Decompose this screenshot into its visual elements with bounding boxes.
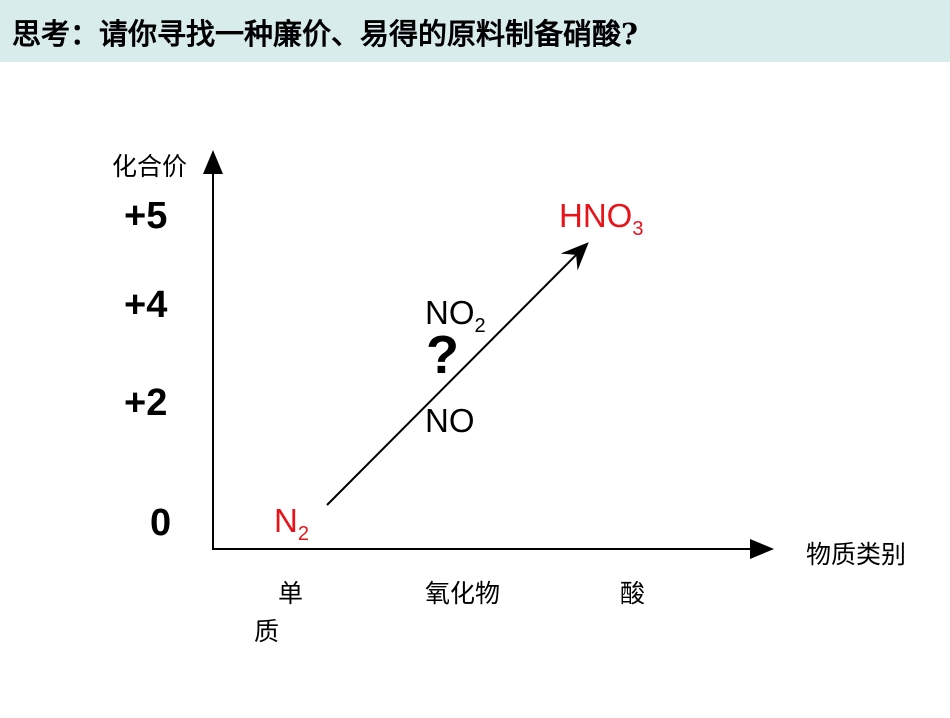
species-label: NO [425,402,475,439]
species-label: HNO3 [559,197,643,240]
y-tick-label: +5 [124,195,167,237]
title: 思考：请你寻找一种廉价、易得的原料制备硝酸? [12,17,638,51]
y-tick-label: +4 [124,284,167,326]
question-mark: ? [426,325,459,385]
conversion-arrow [326,242,589,506]
category-label: 氧化物 [425,579,500,608]
x-axis-label: 物质类别 [806,540,906,569]
y-tick-label: 0 [150,502,171,544]
category-label: 酸 [620,579,645,608]
y-tick-label: +2 [124,382,167,424]
category-label: 单 [278,579,303,608]
y-axis-label: 化合价 [112,152,187,181]
species-label: NO2 [425,294,486,337]
species-label: N2 [274,502,309,545]
category-label: 质 [254,617,279,646]
header-band [0,0,950,62]
